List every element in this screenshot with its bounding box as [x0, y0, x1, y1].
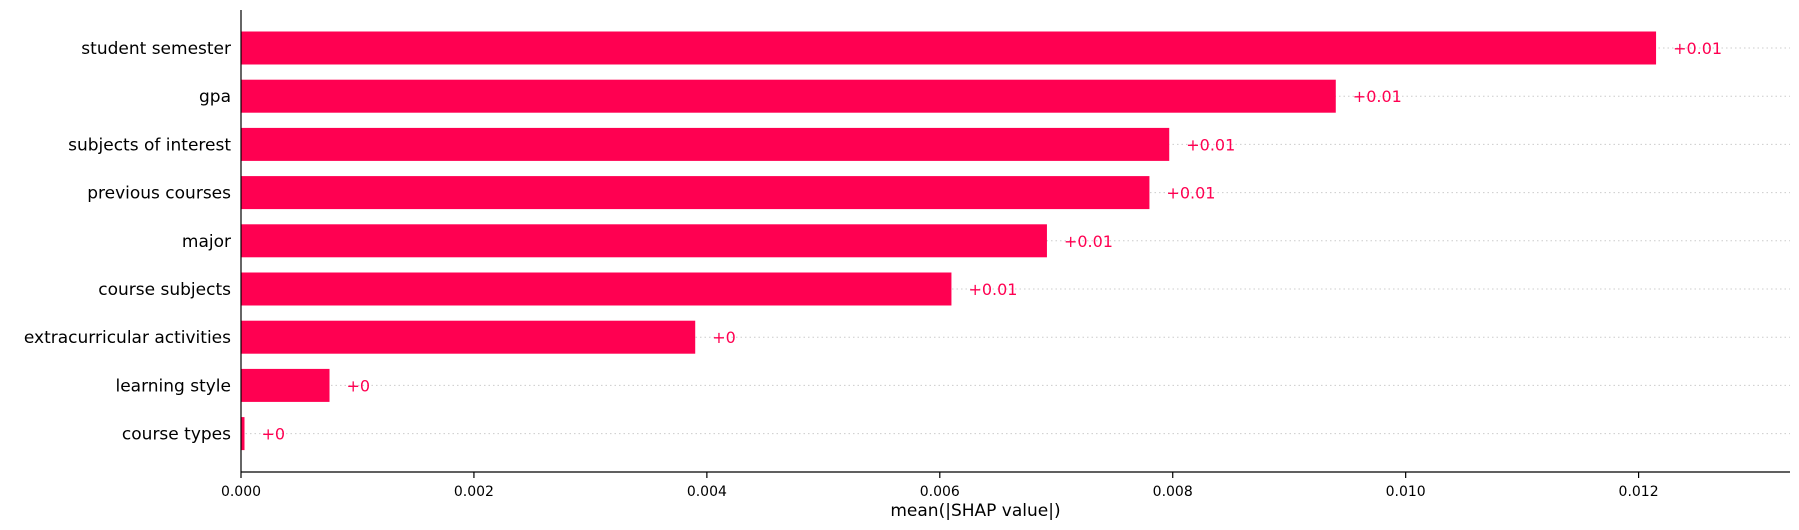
- labels: student semester +0.01 gpa +0.01 subjects of…: [24, 39, 1722, 500]
- category-label: course types: [122, 425, 231, 445]
- bar: [241, 320, 696, 354]
- bar: [241, 176, 1150, 210]
- value-label: +0: [261, 425, 285, 444]
- value-label: +0: [712, 328, 736, 347]
- value-label: +0.01: [1186, 135, 1235, 154]
- bar: [241, 127, 1170, 161]
- x-tick-label: 0.012: [1619, 484, 1659, 500]
- x-axis-title: mean(|SHAP value|): [890, 501, 1060, 521]
- category-label: subjects of interest: [68, 135, 231, 155]
- category-label: learning style: [115, 376, 231, 396]
- x-tick-label: 0.008: [1153, 484, 1193, 500]
- bar: [241, 79, 1336, 113]
- bars: [241, 31, 1657, 451]
- x-tick-label: 0.010: [1386, 484, 1426, 500]
- category-label: extracurricular activities: [24, 328, 231, 348]
- category-label: student semester: [81, 39, 231, 59]
- category-label: gpa: [199, 87, 231, 107]
- value-label: +0.01: [1673, 39, 1722, 58]
- x-tick-label: 0.000: [221, 484, 261, 500]
- category-label: previous courses: [87, 184, 231, 204]
- bar: [241, 272, 952, 306]
- category-label: course subjects: [98, 280, 231, 300]
- bar: [241, 368, 330, 402]
- bar: [241, 224, 1047, 258]
- value-label: +0.01: [968, 280, 1017, 299]
- x-tick-label: 0.006: [920, 484, 960, 500]
- value-label: +0.01: [1166, 184, 1215, 203]
- value-label: +0.01: [1064, 232, 1113, 251]
- axes: [240, 10, 1790, 478]
- bar: [241, 31, 1657, 65]
- value-label: +0: [347, 376, 371, 395]
- x-tick-label: 0.004: [687, 484, 727, 500]
- value-label: +0.01: [1353, 87, 1402, 106]
- category-label: major: [182, 232, 231, 252]
- x-tick-label: 0.002: [454, 484, 494, 500]
- bar: [241, 417, 245, 451]
